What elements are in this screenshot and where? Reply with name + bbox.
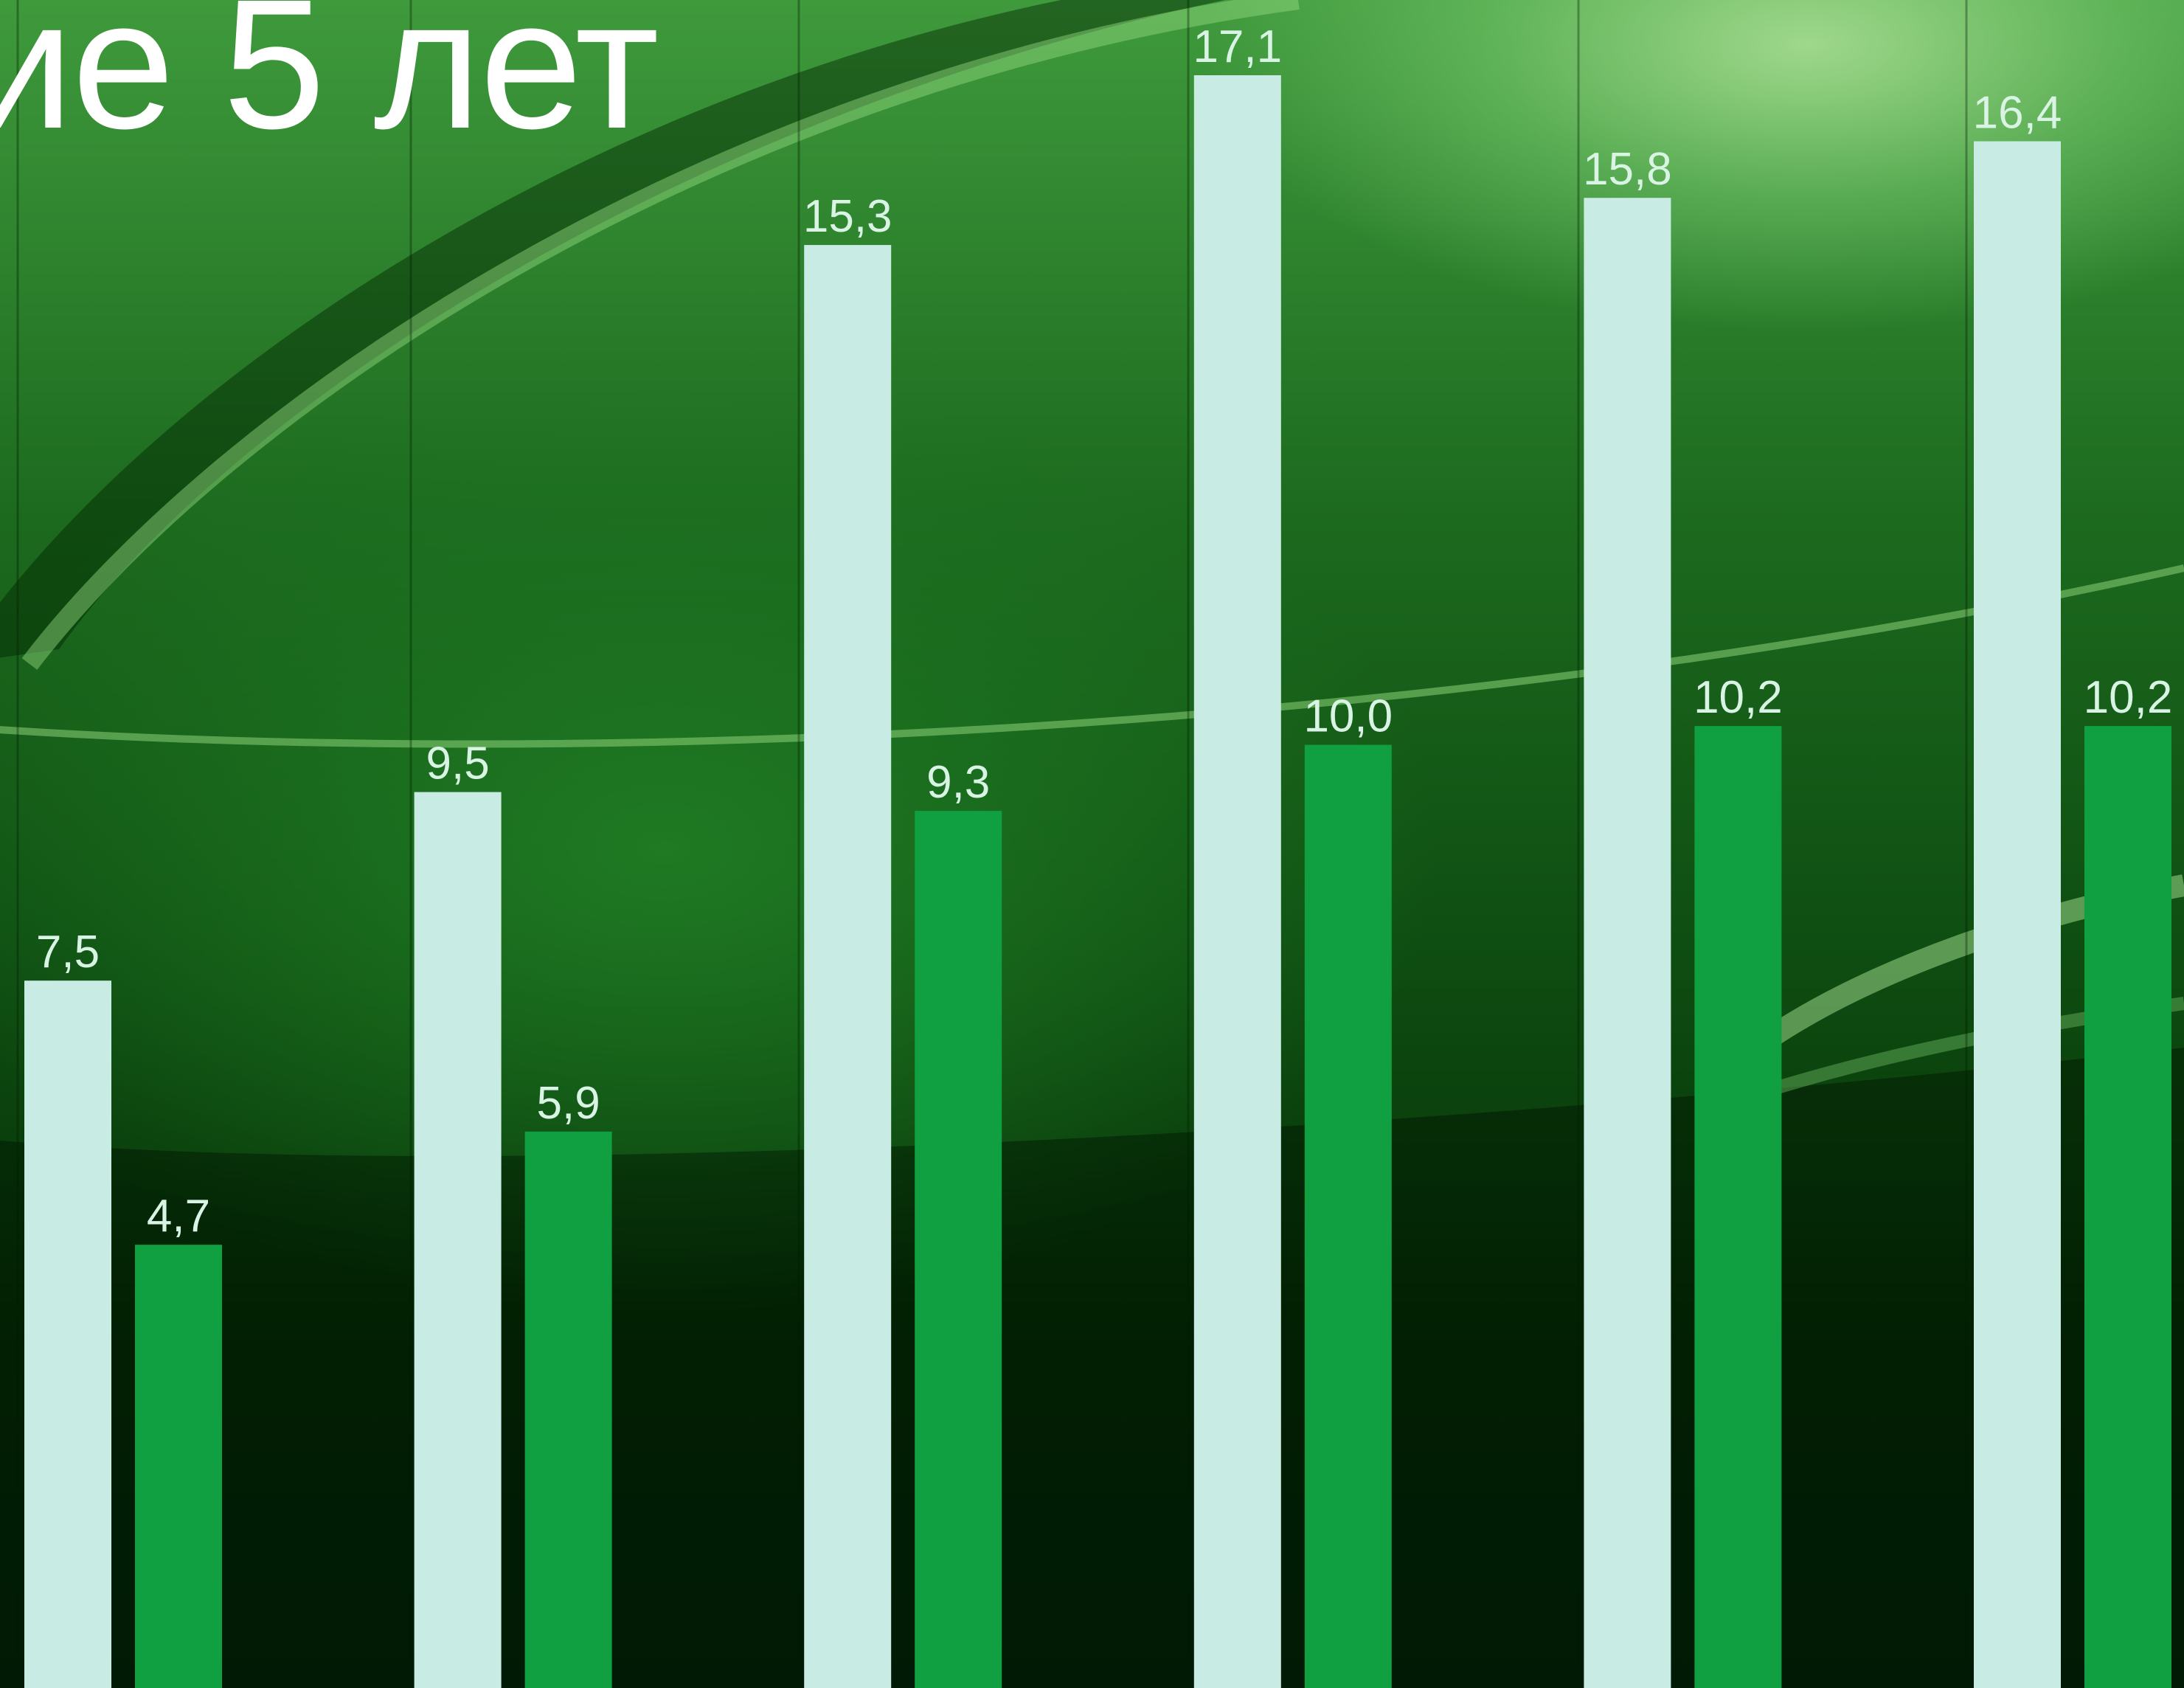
bar-dark-1 [135,1245,222,1688]
bars-group [24,75,2171,1688]
bar-dark-6 [2084,726,2171,1688]
value-labels-group: 7,5 9,5 15,3 17,1 15,8 16,4 4,7 5,9 9,3 10,0 10,2 1… [36,21,2172,1242]
page-title: ие 5 лет [0,0,659,167]
bar-dark-3 [915,811,1002,1688]
bar-light-5 [1584,198,1671,1688]
bar-light-3 [804,245,892,1688]
value-label-dark-4: 10,0 [1303,691,1393,742]
value-label-dark-2: 5,9 [536,1078,600,1129]
value-label-light-6: 16,4 [1973,88,2062,139]
value-label-dark-1: 4,7 [147,1191,210,1242]
bar-light-4 [1193,75,1281,1688]
value-label-light-4: 17,1 [1193,21,1282,72]
bar-dark-2 [524,1131,612,1688]
value-label-light-3: 15,3 [803,191,892,242]
value-label-light-2: 9,5 [426,738,489,789]
value-label-light-1: 7,5 [36,927,100,978]
bar-dark-5 [1694,726,1782,1688]
value-label-dark-6: 10,2 [2084,672,2173,723]
bar-light-2 [414,792,502,1688]
category-separators [16,0,1968,1688]
bar-dark-4 [1304,744,1392,1688]
value-label-light-5: 15,8 [1583,144,1672,195]
bar-light-1 [24,980,111,1688]
value-label-dark-5: 10,2 [1694,672,1783,723]
value-label-dark-3: 9,3 [926,757,990,808]
bar-light-6 [1974,141,2061,1688]
